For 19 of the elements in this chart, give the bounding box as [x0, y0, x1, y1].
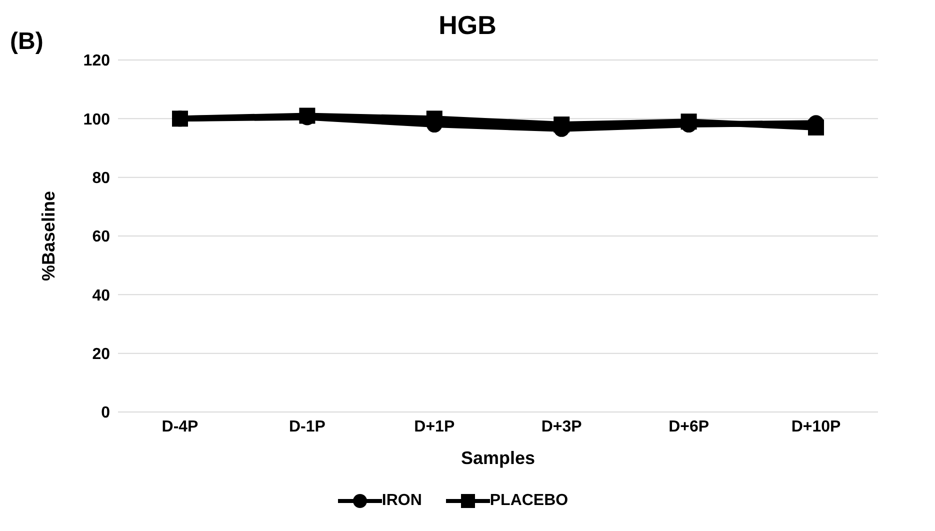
text: (B): [10, 28, 44, 56]
x-tick-label: D+6P: [668, 418, 710, 436]
x-axis-title: Samples: [460, 448, 536, 468]
legend-label: IRON: [382, 492, 422, 510]
y-tick-label: 40: [92, 287, 110, 304]
chart-title: HGB: [438, 10, 496, 40]
x-tick-label: D-1P: [288, 418, 326, 436]
y-tick-label: 60: [92, 228, 110, 246]
x-tick-label: D+10P: [791, 418, 842, 436]
x-tick-label: D-4P: [162, 418, 199, 436]
y-axis-title: %Baseline: [38, 190, 58, 282]
x-tick-label: D+3P: [541, 418, 582, 436]
y-tick-label: 0: [101, 404, 110, 422]
y-tick-label: 100: [83, 111, 110, 128]
y-tick-label: 120: [83, 52, 110, 70]
y-tick-label: 80: [92, 170, 110, 188]
legend-label: PLACEBO: [490, 492, 568, 510]
y-tick-label: 20: [92, 346, 110, 364]
x-tick-label: D+1P: [414, 418, 455, 436]
